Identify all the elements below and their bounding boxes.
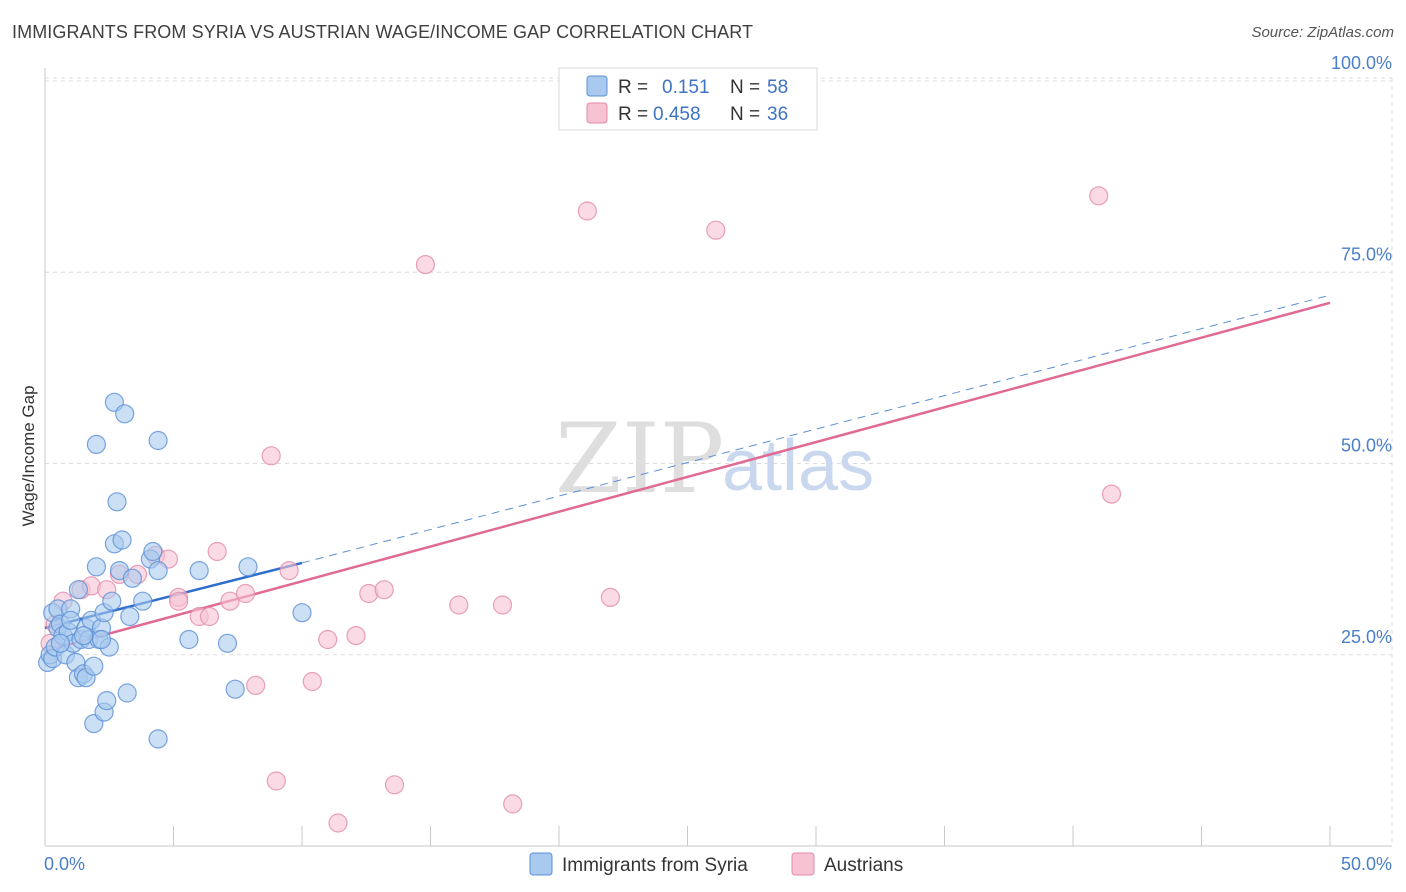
legend: R = 0.151 N = 58 R = 0.458 N = 36 xyxy=(558,67,818,131)
legend-n-label-2: N = xyxy=(730,104,760,125)
point-syria xyxy=(61,610,81,630)
watermark: ZIP atlas xyxy=(555,403,874,515)
point-syria xyxy=(148,729,168,749)
point-syria xyxy=(217,633,238,653)
point-austrians xyxy=(266,771,286,791)
point-austrians xyxy=(706,220,726,240)
point-austrians xyxy=(1101,484,1122,504)
point-austrians xyxy=(169,591,189,611)
chart-title: IMMIGRANTS FROM SYRIA VS AUSTRIAN WAGE/I… xyxy=(12,22,754,42)
point-austrians xyxy=(261,446,281,466)
legend-r-label-1: R = xyxy=(618,77,648,98)
point-syria xyxy=(122,568,142,588)
legend-swatch-pink xyxy=(586,102,608,124)
legend-n-value-1: 58 xyxy=(767,77,788,98)
point-syria xyxy=(225,679,245,699)
point-austrians xyxy=(374,580,394,600)
legend-r-value-2: 0.458 xyxy=(653,104,701,125)
point-austrians xyxy=(318,629,338,650)
bottom-legend-label-syria: Immigrants from Syria xyxy=(562,855,748,876)
point-austrians xyxy=(415,255,435,275)
point-austrians xyxy=(492,595,513,615)
point-austrians xyxy=(279,560,299,581)
point-syria xyxy=(50,633,71,653)
y-tick-label: 75.0% xyxy=(1341,244,1392,264)
point-syria xyxy=(292,603,312,623)
point-syria xyxy=(143,541,163,562)
point-syria xyxy=(86,434,107,454)
bottom-legend-swatch-pink xyxy=(791,852,815,876)
bottom-legend-swatch-blue xyxy=(529,852,553,876)
legend-n-value-2: 36 xyxy=(767,104,788,125)
point-syria xyxy=(107,492,127,512)
point-syria xyxy=(102,591,122,611)
point-syria xyxy=(112,530,132,550)
legend-swatch-blue xyxy=(586,75,608,97)
point-syria xyxy=(91,629,112,650)
y-tick-label: 25.0% xyxy=(1341,627,1392,647)
point-syria xyxy=(84,656,104,676)
point-syria xyxy=(73,625,94,646)
point-syria xyxy=(148,560,168,581)
legend-r-label-2: R = xyxy=(618,104,648,125)
point-austrians xyxy=(328,813,348,833)
point-syria xyxy=(120,606,140,627)
point-syria xyxy=(189,560,209,581)
chart-source: Source: ZipAtlas.com xyxy=(1251,24,1394,41)
y-axis-title: Wage/Income Gap xyxy=(19,385,38,526)
point-syria xyxy=(179,629,199,650)
point-syria xyxy=(86,557,107,577)
point-syria xyxy=(133,591,153,611)
point-syria xyxy=(238,557,258,577)
point-austrians xyxy=(1089,186,1109,206)
point-syria xyxy=(117,683,137,703)
point-austrians xyxy=(600,587,621,608)
x-tick-label: 0.0% xyxy=(44,854,85,874)
point-austrians xyxy=(302,671,322,692)
point-syria xyxy=(115,404,135,424)
point-austrians xyxy=(199,606,220,627)
points-layer xyxy=(37,186,1122,833)
legend-n-label-1: N = xyxy=(730,77,760,98)
point-syria xyxy=(148,430,168,451)
point-austrians xyxy=(577,201,597,221)
point-austrians xyxy=(384,775,405,795)
trend-austrians xyxy=(44,301,1331,653)
point-syria xyxy=(97,690,117,711)
point-austrians xyxy=(207,541,227,562)
point-austrians xyxy=(235,583,256,604)
point-austrians xyxy=(503,794,523,814)
point-austrians xyxy=(449,595,469,615)
x-tick-label: 50.0% xyxy=(1341,854,1392,874)
y-tick-label: 50.0% xyxy=(1341,436,1392,456)
watermark-atlas: atlas xyxy=(722,426,874,506)
point-austrians xyxy=(246,675,266,696)
y-tick-label: 100.0% xyxy=(1331,53,1392,73)
axes-layer: 25.0% 50.0% 75.0% 100.0% 0.0% 50.0% xyxy=(44,53,1392,874)
point-austrians xyxy=(220,591,240,611)
point-austrians xyxy=(346,625,366,646)
point-syria xyxy=(68,580,89,600)
watermark-zip: ZIP xyxy=(555,403,724,515)
legend-r-value-1: 0.151 xyxy=(662,77,710,98)
trend-syria-extension xyxy=(301,294,1331,564)
bottom-legend-label-austrians: Austrians xyxy=(824,855,903,876)
bottom-legend: Immigrants from Syria Austrians xyxy=(529,852,903,876)
